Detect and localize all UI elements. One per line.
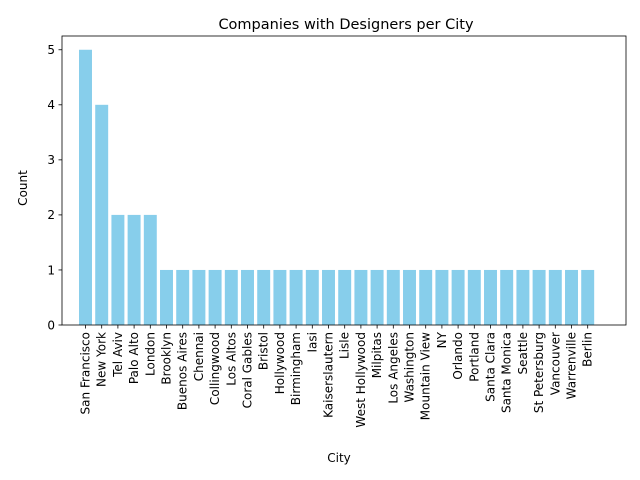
bar [403, 269, 416, 325]
x-tick-label: Chennai [192, 332, 206, 381]
y-tick-label: 0 [47, 318, 55, 332]
bar [160, 269, 173, 325]
x-tick-label: NY [435, 331, 449, 348]
x-tick-label: Palo Alto [127, 332, 141, 384]
bar [176, 269, 190, 325]
x-tick-label: Orlando [451, 332, 465, 380]
x-tick-label: Milpitas [370, 332, 384, 378]
bar [192, 269, 206, 325]
bar [467, 269, 481, 325]
bar [565, 269, 578, 325]
x-axis-title: City [327, 451, 351, 465]
y-tick-label: 1 [47, 263, 55, 277]
bar [516, 269, 530, 325]
bar [338, 269, 352, 325]
x-tick-label: Bristol [257, 332, 271, 370]
bar [419, 269, 433, 325]
bar [451, 269, 465, 325]
x-tick-label: Kaiserslautern [322, 332, 336, 418]
bar [111, 214, 125, 325]
y-tick-label: 5 [47, 43, 55, 57]
bar [322, 269, 335, 325]
x-tick-label: Santa Monica [500, 332, 514, 413]
bar [95, 104, 109, 325]
x-tick-label: Buenos Aires [176, 332, 190, 410]
bar [500, 269, 514, 325]
x-tick-label: Mountain View [419, 332, 433, 420]
bar [532, 269, 546, 325]
y-tick-label: 4 [47, 98, 55, 112]
x-tick-label: Hollywood [273, 332, 287, 394]
bar [548, 269, 562, 325]
bar [79, 49, 92, 326]
plot-frame [61, 35, 627, 326]
x-tick-label: Collingwood [208, 332, 222, 405]
x-tick-label: Brooklyn [160, 332, 174, 385]
x-tick-label: Los Angeles [386, 332, 400, 404]
bar [581, 269, 595, 325]
chart-title: Companies with Designers per City [218, 17, 474, 33]
x-tick-label: Berlin [581, 332, 595, 367]
bar [224, 269, 238, 325]
bar [289, 269, 303, 325]
x-tick-label: Coral Gables [241, 332, 255, 408]
x-tick-label: San Francisco [79, 332, 93, 414]
x-tick-label: New York [95, 332, 109, 387]
y-tick-label: 2 [47, 208, 55, 222]
bar [257, 269, 271, 325]
bar [484, 269, 497, 325]
x-tick-label: Vancouver [548, 332, 562, 395]
y-axis: 0 1 2 3 4 5 [47, 43, 62, 332]
bar [241, 269, 254, 325]
x-tick-label: Iasi [305, 332, 319, 352]
x-tick-label: Los Altos [224, 332, 238, 386]
x-tick-label: Washington [403, 332, 417, 403]
bar [370, 269, 384, 325]
bar [143, 214, 157, 325]
x-tick-label: St Petersburg [532, 332, 546, 413]
x-tick-label: Birmingham [289, 332, 303, 405]
x-tick-label: Lisle [338, 332, 352, 359]
x-tick-label: London [143, 332, 157, 376]
bar [208, 269, 222, 325]
bar [435, 269, 449, 325]
bar [305, 269, 319, 325]
x-tick-label: Tel Aviv [111, 332, 125, 378]
bars-group [79, 49, 595, 326]
y-axis-title: Count [16, 170, 30, 206]
bar [127, 214, 141, 325]
bar [354, 269, 368, 325]
x-tick-label: Portland [467, 332, 481, 382]
x-tick-label: West Hollywood [354, 332, 368, 428]
y-tick-label: 3 [47, 153, 55, 167]
x-tick-label: Warrenville [565, 332, 579, 399]
x-axis: San Francisco New York Tel Aviv Palo Alto Lo… [79, 325, 595, 428]
bar [273, 269, 287, 325]
x-tick-label: Santa Clara [484, 332, 498, 402]
x-tick-label: Seattle [516, 332, 530, 374]
bar [386, 269, 400, 325]
